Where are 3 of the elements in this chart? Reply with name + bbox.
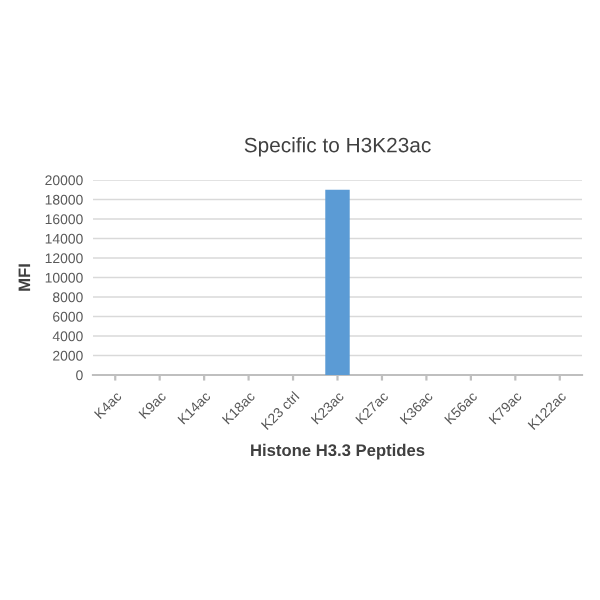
- x-axis-title: Histone H3.3 Peptides: [251, 443, 425, 460]
- chart-title: Specific to H3K23ac: [244, 137, 431, 157]
- y-axis-title: MFI: [18, 264, 31, 291]
